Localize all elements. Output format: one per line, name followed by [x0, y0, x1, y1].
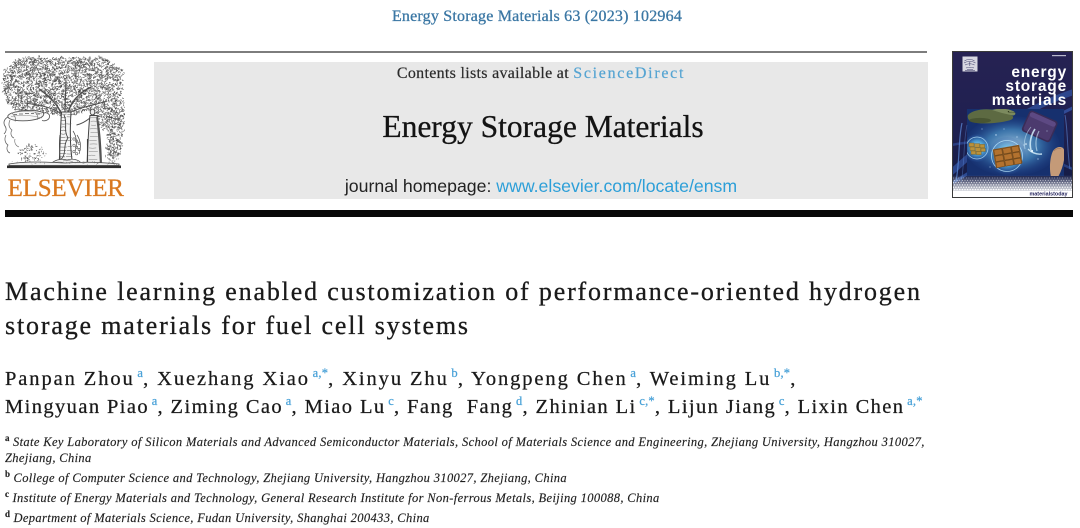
svg-text:storage: storage — [1005, 78, 1067, 95]
svg-text:energy: energy — [1011, 63, 1067, 80]
svg-text:materials: materials — [991, 92, 1066, 109]
svg-text:materialstoday: materialstoday — [1029, 191, 1068, 197]
